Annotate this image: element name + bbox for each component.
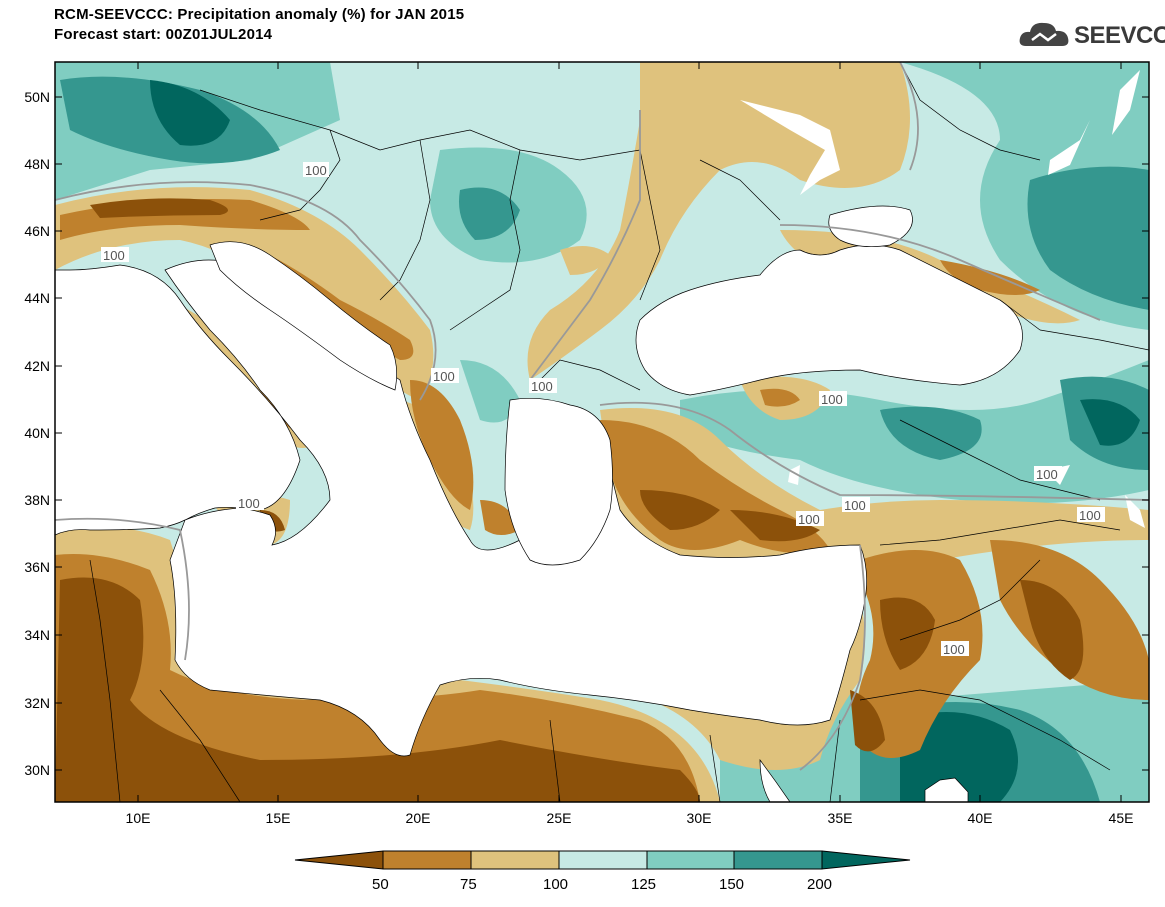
- contour-label: 100: [433, 369, 455, 384]
- colorbar: [294, 850, 911, 870]
- anomaly-150-200: [60, 76, 1149, 802]
- lon-label: 20E: [406, 810, 431, 826]
- contour-label: 100: [1079, 508, 1101, 523]
- logo-text: SEEVCCC: [1074, 22, 1165, 49]
- colorbar-label: 150: [719, 876, 745, 893]
- contour-label: 100: [305, 163, 327, 178]
- map-frame: [54, 61, 1150, 803]
- lon-label: 10E: [126, 810, 151, 826]
- colorbar-label: 75: [460, 876, 477, 893]
- lat-axis: 50N 48N 46N 44N 42N 40N 38N 36N 34N 32N …: [24, 89, 1149, 778]
- colorbar-label: 200: [807, 876, 833, 893]
- lat-label: 40N: [24, 425, 50, 441]
- anomaly-below-50: [55, 198, 1084, 802]
- lon-label: 45E: [1109, 810, 1134, 826]
- lon-label: 30E: [687, 810, 712, 826]
- cloud-icon: [1019, 22, 1069, 46]
- contour-label: 100: [531, 379, 553, 394]
- contour-labels: 100 100 100 100 100 100 100 100 100 100 …: [101, 162, 1105, 657]
- lon-label: 25E: [547, 810, 572, 826]
- lat-label: 50N: [24, 89, 50, 105]
- lat-label: 36N: [24, 559, 50, 575]
- lat-label: 46N: [24, 223, 50, 239]
- lat-label: 44N: [24, 290, 50, 306]
- sea-mask: [55, 205, 1023, 802]
- lon-label: 40E: [968, 810, 993, 826]
- lon-label: 15E: [266, 810, 291, 826]
- map-title: RCM-SEEVCCC: Precipitation anomaly (%) f…: [54, 6, 465, 23]
- lat-label: 30N: [24, 762, 50, 778]
- country-borders: [89, 62, 1149, 802]
- contour-label: 100: [238, 496, 260, 511]
- anomaly-above-200: [150, 80, 1140, 802]
- lon-label: 35E: [828, 810, 853, 826]
- colorbar-lower-arrow: [294, 850, 384, 870]
- contour-100: [55, 62, 1149, 771]
- contour-label: 100: [1036, 467, 1058, 482]
- contour-label: 100: [844, 498, 866, 513]
- forecast-start: Forecast start: 00Z01JUL2014: [54, 26, 273, 43]
- lat-label: 48N: [24, 156, 50, 172]
- colorbar-label: 50: [372, 876, 389, 893]
- contour-label: 100: [103, 248, 125, 263]
- lat-label: 42N: [24, 358, 50, 374]
- colorbar-label: 100: [543, 876, 569, 893]
- colorbar-upper-arrow: [821, 850, 911, 870]
- colorbar-label: 125: [631, 876, 657, 893]
- contour-label: 100: [821, 392, 843, 407]
- seevccc-logo: SEEVCCC: [1018, 18, 1165, 58]
- contour-label: 100: [943, 642, 965, 657]
- contour-label: 100: [798, 512, 820, 527]
- lat-label: 34N: [24, 627, 50, 643]
- lon-axis: 10E 15E 20E 25E 30E 35E 40E 45E: [126, 62, 1134, 826]
- lat-label: 32N: [24, 695, 50, 711]
- lat-label: 38N: [24, 492, 50, 508]
